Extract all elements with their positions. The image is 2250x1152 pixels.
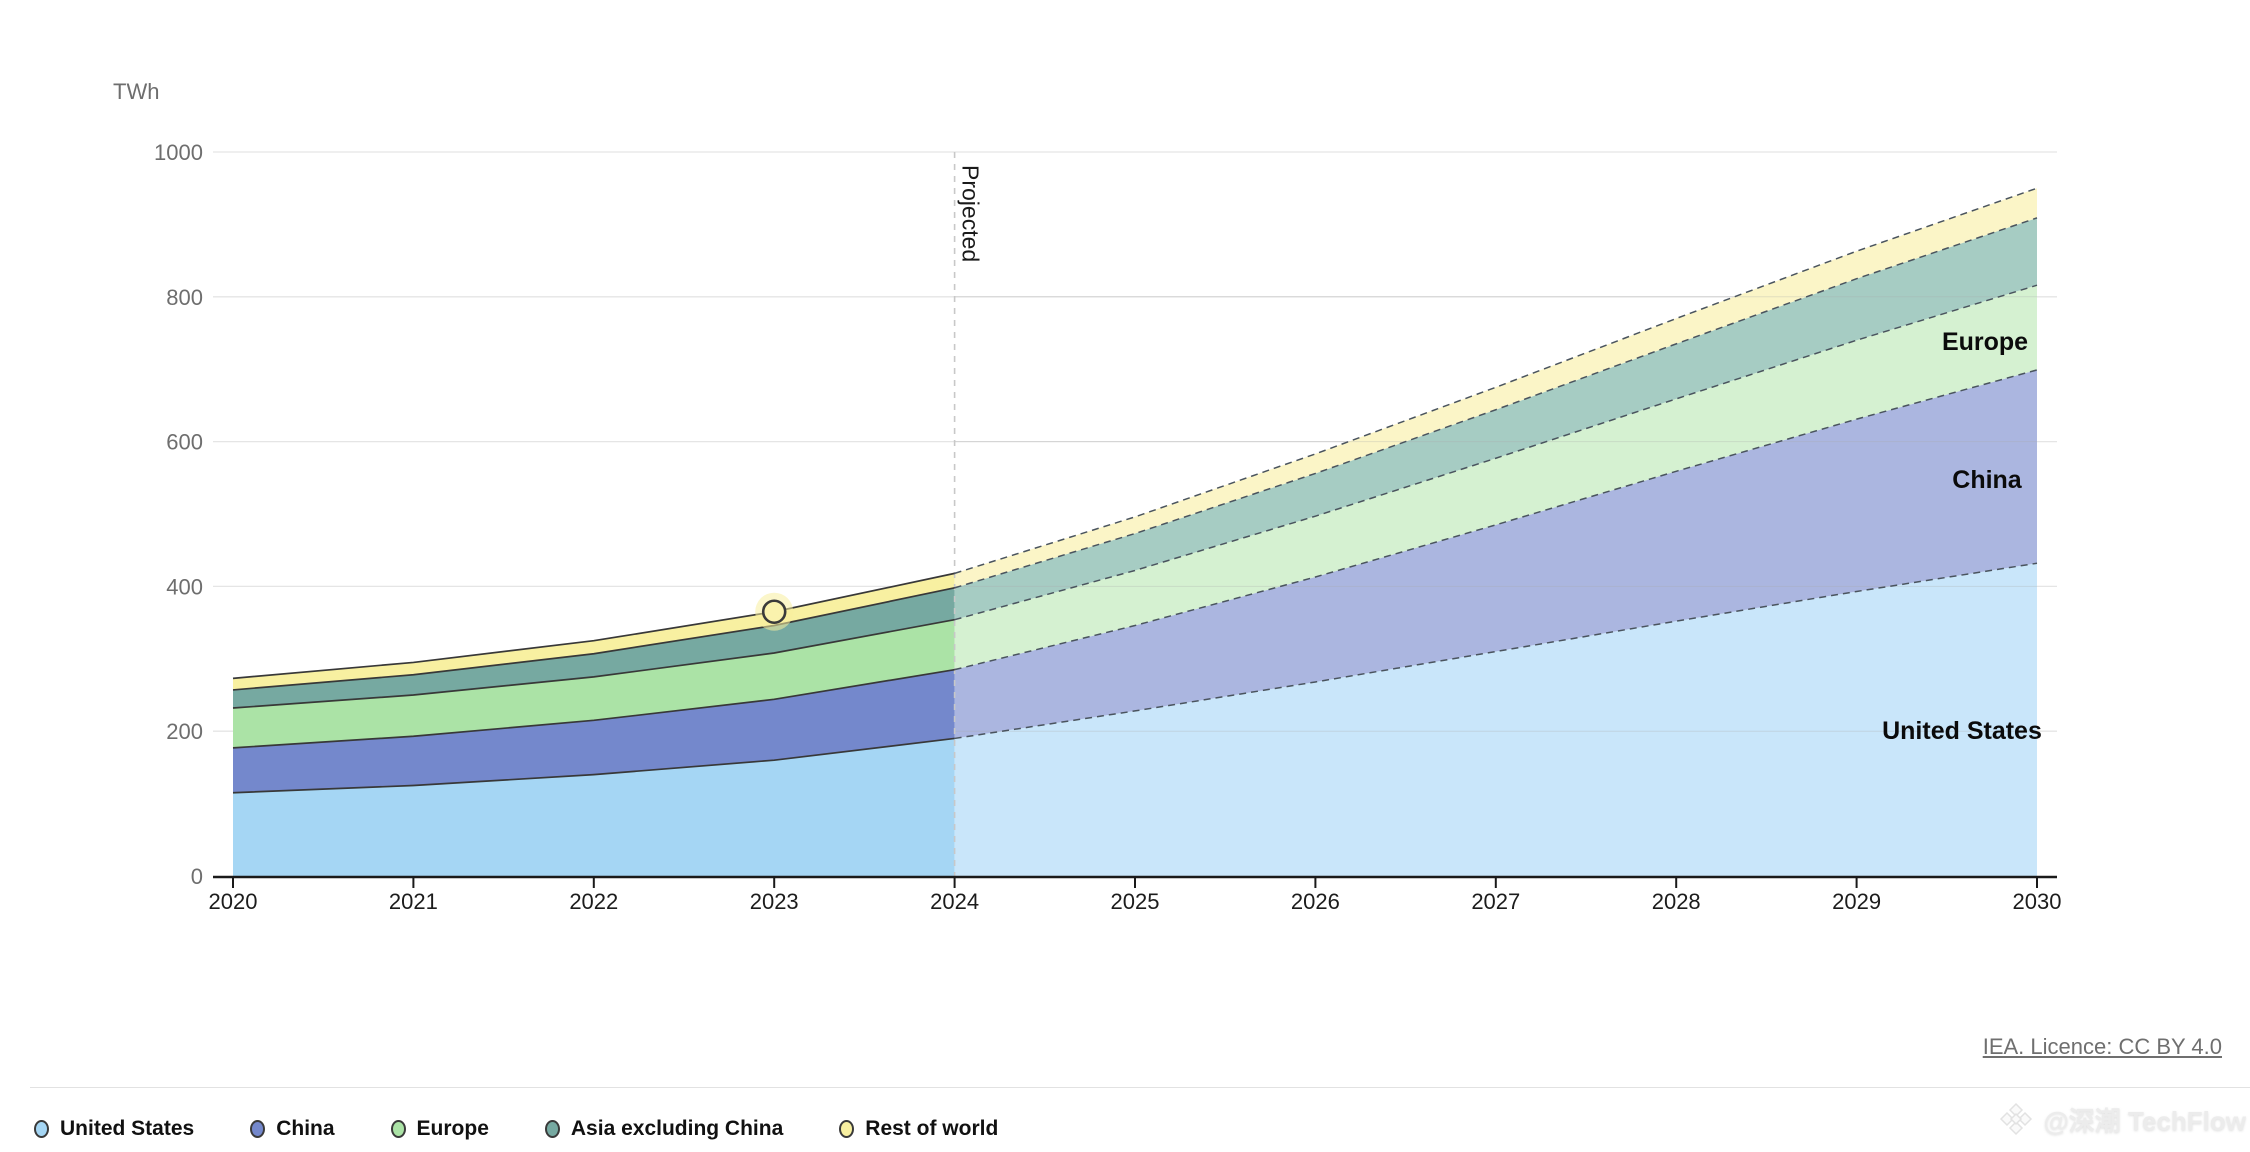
x-tick-label: 2025 xyxy=(1111,889,1160,914)
legend-marker-china xyxy=(250,1120,266,1138)
legend-item-rest-of-world[interactable]: Rest of world xyxy=(839,1117,998,1141)
iea-licence-link[interactable]: IEA. Licence: CC BY 4.0 xyxy=(1982,1034,2222,1059)
y-axis-unit-label: TWh xyxy=(113,79,159,104)
legend-label: Asia excluding China xyxy=(570,1117,784,1140)
x-tick-label: 2024 xyxy=(930,889,979,914)
area-label-china: China xyxy=(1952,466,2023,494)
y-tick-label: 400 xyxy=(166,574,203,599)
footer-divider xyxy=(30,1087,2250,1088)
boundary-projected xyxy=(954,562,2038,740)
legend-label: United States xyxy=(60,1117,195,1140)
chart-legend: United States China Europe Asia excluding C… xyxy=(34,1108,998,1150)
area-historical-europe xyxy=(233,619,955,748)
area-projected-rest-of-world xyxy=(954,188,2037,588)
area-label-united-states: United States xyxy=(1882,717,2042,745)
legend-marker-united-states xyxy=(34,1120,49,1138)
legend-label: Rest of world xyxy=(865,1117,999,1140)
boundary-projected xyxy=(954,369,2038,671)
x-tick-label: 2022 xyxy=(569,889,618,914)
legend-item-china[interactable]: China xyxy=(250,1117,335,1141)
y-tick-label: 0 xyxy=(191,864,203,889)
legend-label: Europe xyxy=(416,1117,489,1140)
legend-item-asia-excluding-china[interactable]: Asia excluding China xyxy=(544,1117,784,1141)
x-tick-label: 2020 xyxy=(209,889,258,914)
x-tick-label: 2023 xyxy=(750,889,799,914)
data-point-marker xyxy=(761,599,787,625)
watermark-text: @深潮 TechFlow xyxy=(2043,1105,2246,1136)
area-historical-asia-excluding-china xyxy=(233,587,955,709)
x-tick-label: 2030 xyxy=(2013,889,2062,914)
stacked-area-chart: Projected 2020 2021 2022 2023 2024 2025 2026 202… xyxy=(113,79,2062,914)
legend-marker-rest-of-world xyxy=(839,1120,855,1138)
boundary-historical xyxy=(232,668,955,749)
y-tick-label: 200 xyxy=(166,719,203,744)
area-projected-asia-excluding-china xyxy=(954,217,2037,620)
legend-item-united-states[interactable]: United States xyxy=(34,1117,194,1141)
area-historical-china xyxy=(233,669,955,793)
techflow-logo-icon xyxy=(2000,1102,2033,1136)
y-tick-label: 800 xyxy=(166,285,203,310)
legend-label: China xyxy=(276,1117,335,1140)
area-projected-china xyxy=(954,369,2037,739)
area-historical-rest-of-world xyxy=(233,573,955,690)
legend-marker-europe xyxy=(390,1120,406,1138)
area-label-europe: Europe xyxy=(1942,328,2028,356)
legend-item-europe[interactable]: Europe xyxy=(390,1117,489,1141)
watermark: @深潮 TechFlow xyxy=(1997,1100,2246,1138)
x-tick-label: 2029 xyxy=(1832,889,1881,914)
legend-marker-asia-excluding-china xyxy=(544,1120,560,1138)
x-tick-label: 2028 xyxy=(1652,889,1701,914)
area-projected-united-states xyxy=(954,563,2037,876)
area-projected-europe xyxy=(954,285,2037,670)
y-tick-label: 600 xyxy=(166,430,203,455)
y-tick-label: 1000 xyxy=(154,140,203,165)
projected-label: Projected xyxy=(958,165,984,262)
x-tick-label: 2021 xyxy=(389,889,438,914)
x-tick-label: 2026 xyxy=(1291,889,1340,914)
boundary-historical xyxy=(232,572,955,680)
boundary-historical xyxy=(232,587,955,691)
area-historical-united-states xyxy=(233,738,955,876)
boundary-historical xyxy=(232,737,955,794)
x-tick-label: 2027 xyxy=(1471,889,1520,914)
boundary-projected xyxy=(954,284,2038,621)
boundary-historical xyxy=(232,618,955,709)
boundary-projected xyxy=(954,217,2038,589)
